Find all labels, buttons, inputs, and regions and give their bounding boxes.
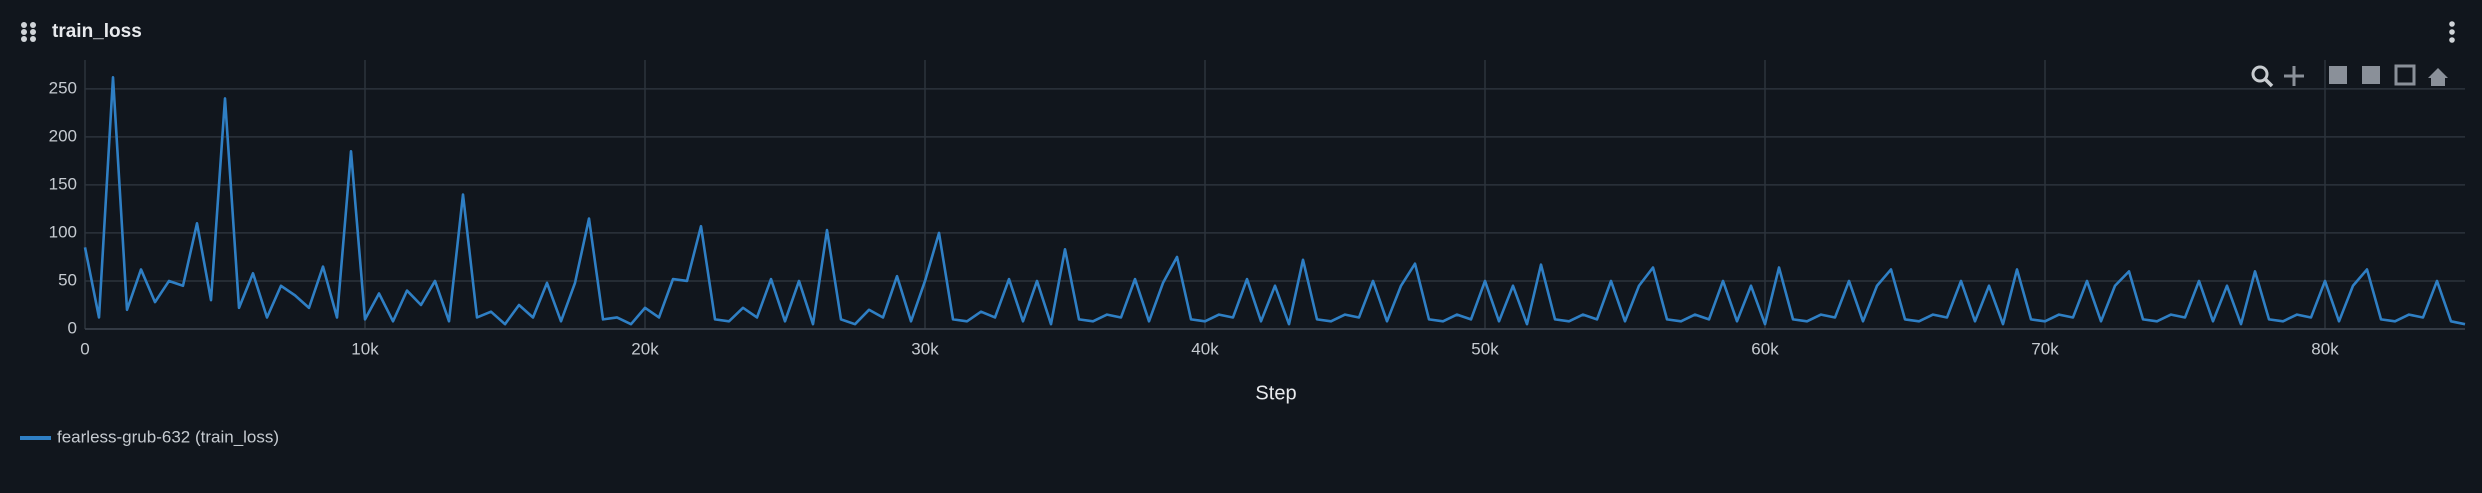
- drag-handle[interactable]: [21, 22, 36, 42]
- plot-toolbar: [2251, 64, 2448, 88]
- x-tick-label: 50k: [1471, 339, 1499, 358]
- legend-label[interactable]: fearless-grub-632 (train_loss): [57, 427, 279, 446]
- menu-button[interactable]: [2449, 21, 2455, 43]
- x-tick-label: 40k: [1191, 339, 1219, 358]
- x-tick-label: 20k: [631, 339, 659, 358]
- y-tick-label: 50: [58, 270, 77, 289]
- y-tick-label: 250: [49, 78, 77, 97]
- y-tick-label: 100: [49, 222, 77, 241]
- series-line: [83, 75, 2466, 326]
- autoscale[interactable]: [2394, 64, 2416, 86]
- plot-area: 0 50 100 150 200 250 0 10k 20k 30k 40k 50k 60k 70k 80k: [49, 60, 2466, 358]
- x-tick-label: 30k: [911, 339, 939, 358]
- y-tick-label: 200: [49, 126, 77, 145]
- zoom-out[interactable]: [2362, 66, 2380, 84]
- x-tick-label: 80k: [2311, 339, 2339, 358]
- panel-title: train_loss: [52, 21, 142, 42]
- x-axis-label: Step: [1255, 382, 1296, 404]
- x-tick-label: 10k: [351, 339, 379, 358]
- y-tick-label: 150: [49, 174, 77, 193]
- zoom-in[interactable]: [2329, 66, 2347, 84]
- zoom-tool[interactable]: [2251, 65, 2274, 88]
- y-tick-label: 0: [68, 318, 77, 337]
- x-tick-label: 60k: [1751, 339, 1779, 358]
- reset-axes[interactable]: [2428, 68, 2448, 86]
- x-tick-label: 70k: [2031, 339, 2059, 358]
- pan-tool[interactable]: [2284, 66, 2304, 86]
- x-tick-label: 0: [80, 339, 89, 358]
